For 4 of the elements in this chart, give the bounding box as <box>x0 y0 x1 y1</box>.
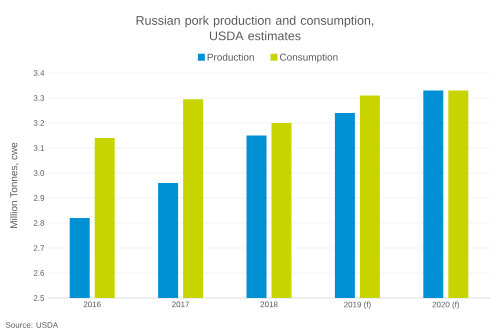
chart-title: Russian pork production and consumption, USDA estimates <box>136 16 374 40</box>
legend-label: Consumption <box>280 53 338 63</box>
y-axis-title: Million Tonnes, cwe <box>10 142 18 228</box>
legend-label: Production <box>208 53 254 61</box>
